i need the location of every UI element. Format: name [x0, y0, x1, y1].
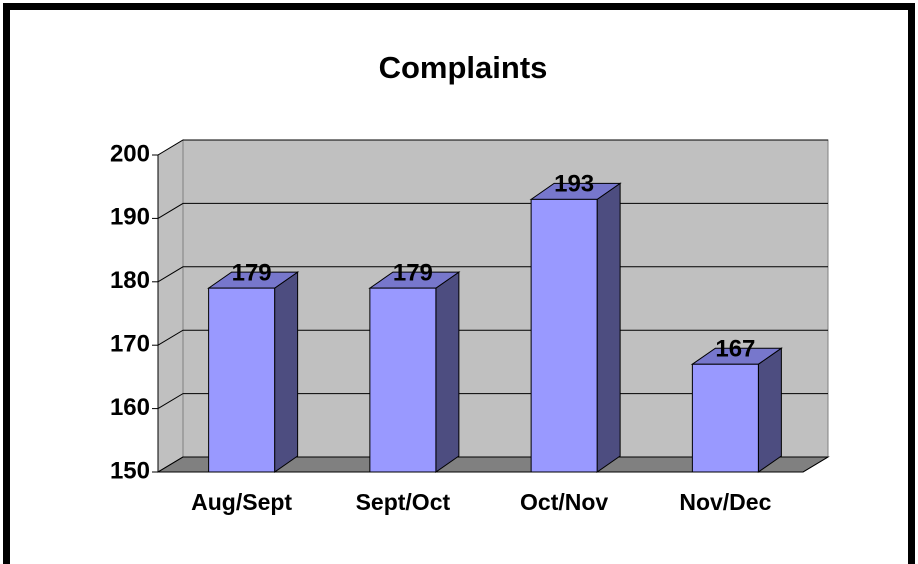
side-wall [157, 139, 184, 473]
y-tick-label: 190 [110, 204, 150, 231]
y-tick-label: 170 [110, 331, 150, 358]
value-label: 167 [715, 336, 755, 363]
y-tick-label: 180 [110, 267, 150, 294]
bar-front [208, 287, 276, 473]
bar-front [691, 363, 759, 473]
chart-title: Complaints [379, 50, 548, 85]
grid-line [157, 139, 828, 156]
bar-side [274, 271, 299, 473]
frame [3, 3, 915, 564]
bar [368, 271, 461, 473]
bar-side [435, 271, 460, 473]
x-tick-label: Sept/Oct [356, 489, 451, 515]
bar [207, 271, 300, 473]
x-axis-end [802, 456, 829, 473]
value-label: 179 [393, 259, 433, 286]
x-tick-label: Oct/Nov [520, 489, 608, 515]
bar-front [530, 198, 598, 473]
value-label: 193 [554, 171, 594, 198]
bar [529, 182, 622, 473]
bar-front [369, 287, 437, 473]
x-tick-label: Nov/Dec [679, 489, 771, 515]
x-tick-label: Aug/Sept [191, 489, 292, 515]
y-tick-label: 160 [110, 394, 150, 421]
bar-side [757, 347, 782, 473]
y-tick-label: 200 [110, 140, 150, 167]
bar [690, 347, 783, 473]
value-label: 179 [232, 259, 272, 286]
y-tick-label: 150 [110, 457, 150, 484]
bar-side [596, 182, 621, 473]
